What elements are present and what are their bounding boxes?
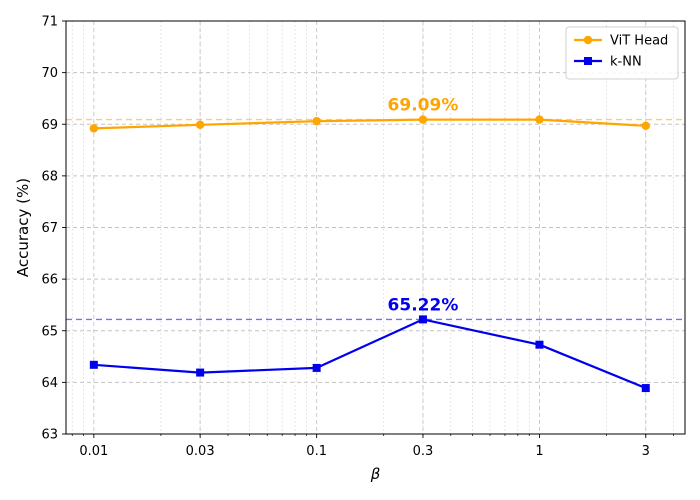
k-nn-point bbox=[535, 340, 544, 349]
peak-labels: 69.09% 65.22% bbox=[388, 96, 459, 316]
vit-head-point bbox=[312, 116, 321, 126]
vit-head-peak-label: 69.09% bbox=[388, 96, 459, 116]
vit-head-point bbox=[535, 115, 544, 124]
x-axis-title: β bbox=[370, 465, 381, 483]
major-grid bbox=[66, 21, 685, 434]
x-axis: 0.01 0.03 0.1 0.3 1 3 bbox=[79, 434, 650, 459]
vit-head-point bbox=[89, 124, 99, 133]
series-layer bbox=[89, 115, 650, 393]
k-nn-point bbox=[418, 315, 427, 324]
x-tick-label: 1 bbox=[535, 444, 543, 459]
x-tick-label: 0.03 bbox=[186, 444, 215, 459]
y-tick-label: 63 bbox=[41, 428, 58, 443]
x-tick-label: 3 bbox=[642, 444, 650, 459]
y-tick-label: 65 bbox=[41, 324, 58, 339]
y-tick-label: 68 bbox=[41, 169, 58, 184]
y-tick-label: 67 bbox=[41, 221, 58, 236]
x-tick-label: 0.1 bbox=[306, 444, 327, 459]
y-axis: 63 64 65 66 67 68 69 70 71 bbox=[41, 15, 66, 443]
vit-head-point bbox=[195, 120, 205, 129]
k-nn-point bbox=[196, 368, 205, 377]
y-tick-label: 71 bbox=[41, 15, 58, 30]
vit-head-legend-marker bbox=[583, 35, 593, 45]
k-nn-point bbox=[312, 363, 321, 372]
x-tick-label: 0.01 bbox=[79, 444, 108, 459]
vit-head-legend-label: ViT Head bbox=[610, 34, 668, 49]
vit-head-point bbox=[418, 115, 428, 124]
k-nn-legend-label: k-NN bbox=[610, 55, 642, 70]
vit-head-point bbox=[641, 121, 650, 130]
k-nn-point bbox=[641, 384, 650, 393]
y-tick-label: 66 bbox=[41, 273, 58, 288]
y-tick-label: 64 bbox=[41, 376, 58, 391]
y-axis-title: Accuracy (%) bbox=[14, 178, 32, 277]
k-nn-line bbox=[93, 318, 647, 390]
k-nn-legend-marker bbox=[584, 57, 592, 65]
vit-head-line bbox=[93, 118, 646, 130]
k-nn-point bbox=[89, 360, 98, 369]
x-tick-label: 0.3 bbox=[413, 444, 434, 459]
y-tick-label: 69 bbox=[41, 118, 58, 133]
legend: ViT Head k-NN bbox=[565, 26, 679, 80]
k-nn-peak-label: 65.22% bbox=[388, 295, 459, 315]
y-tick-label: 70 bbox=[41, 66, 58, 81]
reference-lines bbox=[66, 118, 685, 321]
